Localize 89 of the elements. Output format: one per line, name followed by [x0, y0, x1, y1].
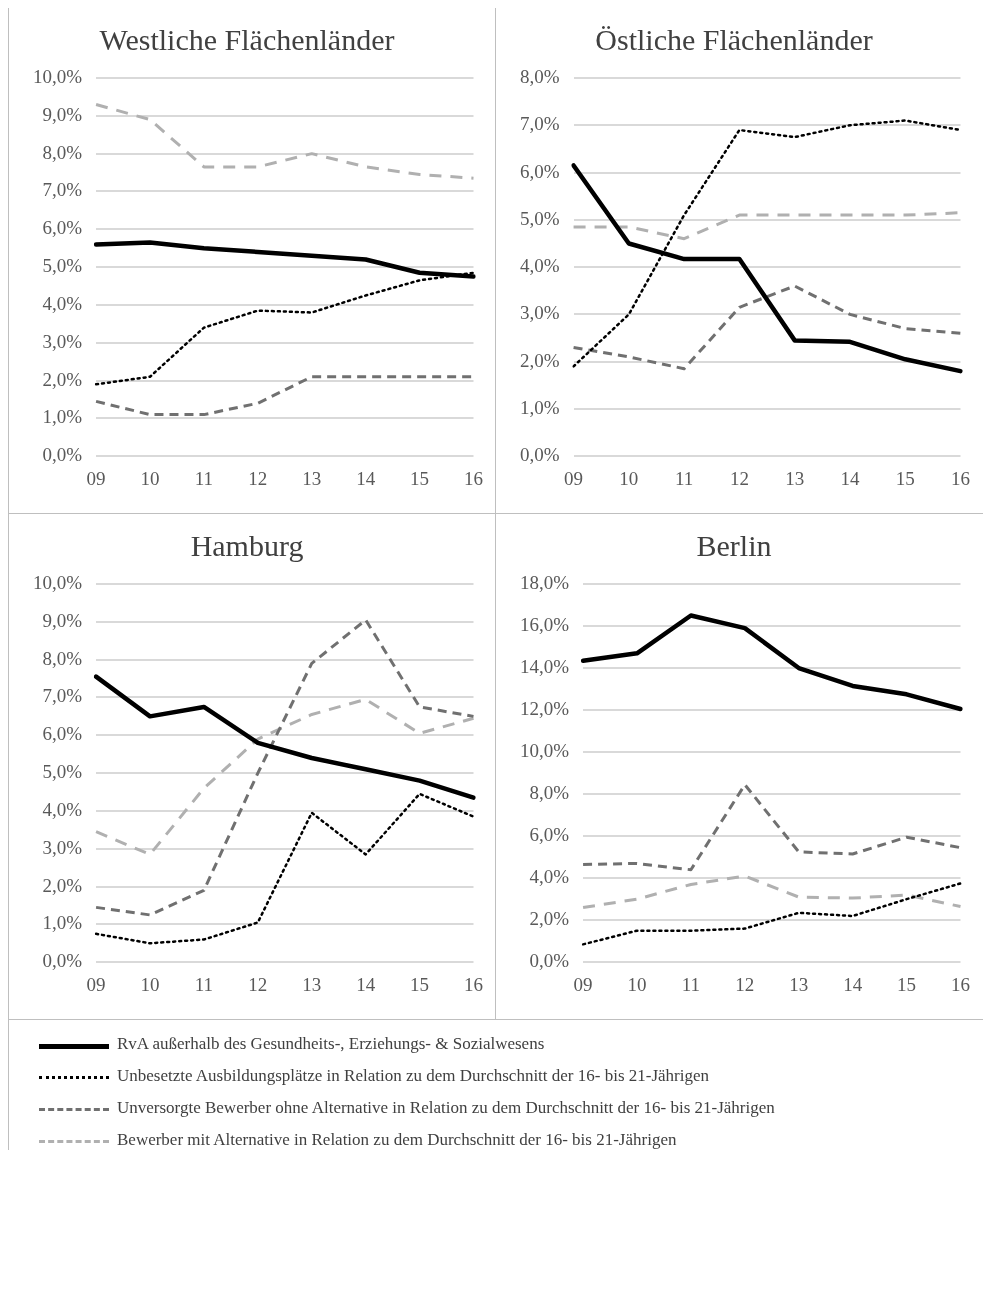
x-tick-label: 13: [789, 973, 809, 995]
x-tick-label: 11: [681, 973, 701, 995]
y-tick-label: 16,0%: [520, 614, 570, 636]
y-tick-label: 10,0%: [33, 65, 83, 87]
y-tick-label: 5,0%: [520, 207, 560, 229]
chart-title: Berlin: [696, 528, 772, 562]
y-tick-label: 8,0%: [42, 141, 83, 163]
y-tick-label: 4,0%: [42, 292, 83, 314]
x-tick-label: 13: [785, 467, 805, 489]
y-tick-label: 4,0%: [42, 798, 83, 820]
y-tick-label: 1,0%: [520, 396, 560, 418]
x-tick-label: 16: [951, 467, 970, 489]
line-series: [581, 783, 962, 872]
y-tick-label: 7,0%: [520, 113, 560, 135]
x-tick-label: 09: [573, 973, 593, 995]
y-tick-label: 6,0%: [42, 723, 83, 745]
x-tick-label: 14: [356, 467, 376, 489]
y-tick-label: 6,0%: [520, 160, 560, 182]
x-tick-label: 14: [843, 973, 863, 995]
y-tick-label: 14,0%: [520, 656, 570, 678]
x-tick-label: 14: [356, 973, 376, 995]
y-tick-label: 10,0%: [33, 571, 83, 593]
line-series: [94, 792, 475, 945]
x-tick-label: 13: [302, 973, 322, 995]
y-tick-label: 2,0%: [529, 908, 570, 930]
y-tick-label: 2,0%: [520, 349, 560, 371]
x-tick-label: 12: [729, 467, 749, 489]
legend-label: Unbesetzte Ausbildungsplätze in Relation zu dem Durchschnitt der 16- bis 21-Jährigen: [117, 1066, 710, 1086]
y-tick-label: 18,0%: [520, 571, 570, 593]
y-tick-label: 3,0%: [42, 836, 83, 858]
y-tick-label: 8,0%: [529, 782, 570, 804]
chart-title: Östliche Flächenländer: [595, 22, 873, 56]
chart-title: Hamburg: [190, 528, 304, 562]
y-tick-label: 6,0%: [529, 824, 570, 846]
y-tick-label: 2,0%: [42, 874, 83, 896]
x-tick-label: 16: [464, 973, 483, 995]
x-tick-label: 13: [302, 467, 322, 489]
x-tick-label: 12: [248, 973, 268, 995]
chart-title: Westliche Flächenländer: [99, 22, 395, 56]
x-tick-label: 09: [86, 973, 106, 995]
x-tick-label: 10: [627, 973, 647, 995]
x-tick-label: 11: [194, 467, 214, 489]
x-tick-label: 15: [410, 467, 430, 489]
y-tick-label: 7,0%: [42, 685, 83, 707]
line-series: [94, 618, 475, 917]
y-tick-label: 3,0%: [520, 302, 560, 324]
y-tick-label: 0,0%: [42, 950, 83, 972]
x-tick-label: 16: [951, 973, 970, 995]
y-tick-label: 5,0%: [42, 761, 83, 783]
x-tick-label: 12: [735, 973, 755, 995]
y-tick-label: 0,0%: [529, 950, 570, 972]
y-tick-label: 1,0%: [42, 912, 83, 934]
x-tick-label: 11: [194, 973, 214, 995]
legend-label: Bewerber mit Alternative in Relation zu dem Durchschnitt der 16- bis 21-Jährigen: [117, 1130, 677, 1150]
y-tick-label: 5,0%: [42, 255, 83, 277]
x-tick-label: 11: [674, 467, 694, 489]
x-tick-label: 10: [619, 467, 639, 489]
y-tick-label: 2,0%: [42, 368, 83, 390]
x-tick-label: 10: [140, 467, 160, 489]
line-series: [572, 284, 962, 371]
legend-label: Unversorgte Bewerber ohne Alternative in Relation zu dem Durchschnitt der 16- bis 21-Jährigen: [117, 1098, 775, 1118]
x-tick-label: 09: [564, 467, 584, 489]
x-tick-label: 15: [895, 467, 915, 489]
y-tick-label: 10,0%: [520, 740, 570, 762]
y-tick-label: 4,0%: [520, 255, 560, 277]
y-tick-label: 3,0%: [42, 330, 83, 352]
x-tick-label: 15: [897, 973, 917, 995]
y-tick-label: 9,0%: [42, 103, 83, 125]
y-tick-label: 9,0%: [42, 609, 83, 631]
y-tick-label: 12,0%: [520, 698, 570, 720]
y-tick-label: 0,0%: [520, 444, 560, 466]
y-tick-label: 7,0%: [42, 179, 83, 201]
line-series: [94, 697, 475, 856]
y-tick-label: 6,0%: [42, 217, 83, 239]
y-tick-label: 0,0%: [42, 444, 83, 466]
y-tick-label: 1,0%: [42, 406, 83, 428]
x-tick-label: 09: [86, 467, 106, 489]
x-tick-label: 15: [410, 973, 430, 995]
legend-label: RvA außerhalb des Gesundheits-, Erziehungs- & Sozialwesens: [117, 1034, 545, 1054]
y-tick-label: 8,0%: [520, 65, 560, 87]
line-series: [581, 882, 962, 946]
x-tick-label: 14: [840, 467, 860, 489]
line-series: [94, 102, 475, 180]
x-tick-label: 16: [464, 467, 483, 489]
y-tick-label: 4,0%: [529, 866, 570, 888]
x-tick-label: 12: [248, 467, 268, 489]
line-series: [581, 874, 962, 910]
x-tick-label: 10: [140, 973, 160, 995]
y-tick-label: 8,0%: [42, 647, 83, 669]
